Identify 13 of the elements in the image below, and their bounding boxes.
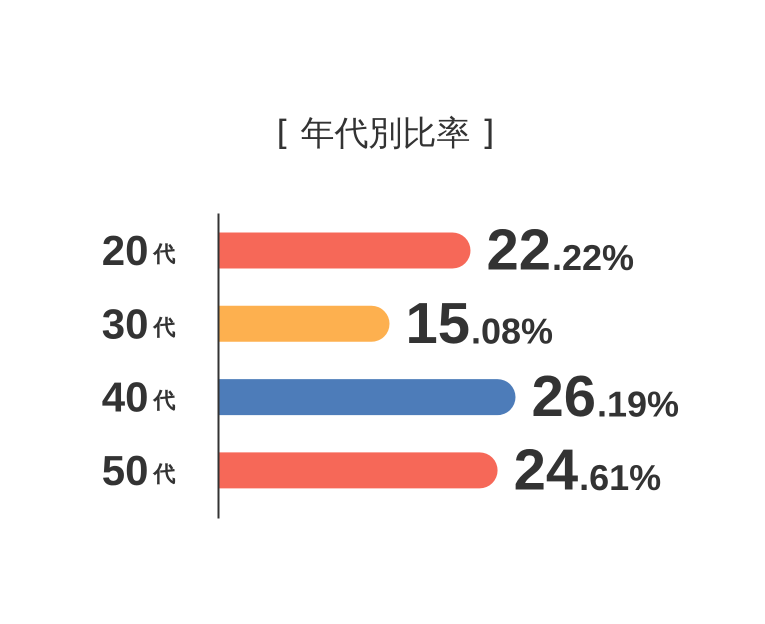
bar bbox=[218, 452, 498, 488]
bar bbox=[218, 306, 390, 342]
y-tick-label: 20代 bbox=[102, 227, 176, 274]
y-tick-label: 30代 bbox=[102, 300, 176, 348]
y-tick-label: 40代 bbox=[102, 374, 176, 421]
y-tick-label: 50代 bbox=[102, 446, 176, 494]
data-label: 26.19% bbox=[532, 364, 680, 430]
bar bbox=[218, 379, 516, 416]
data-label: 22.22% bbox=[486, 218, 634, 282]
chart-title: [ 年代別比率 ] bbox=[276, 114, 495, 154]
data-label: 24.61% bbox=[514, 437, 662, 502]
bar bbox=[218, 232, 470, 268]
data-label: 15.08% bbox=[406, 290, 554, 356]
